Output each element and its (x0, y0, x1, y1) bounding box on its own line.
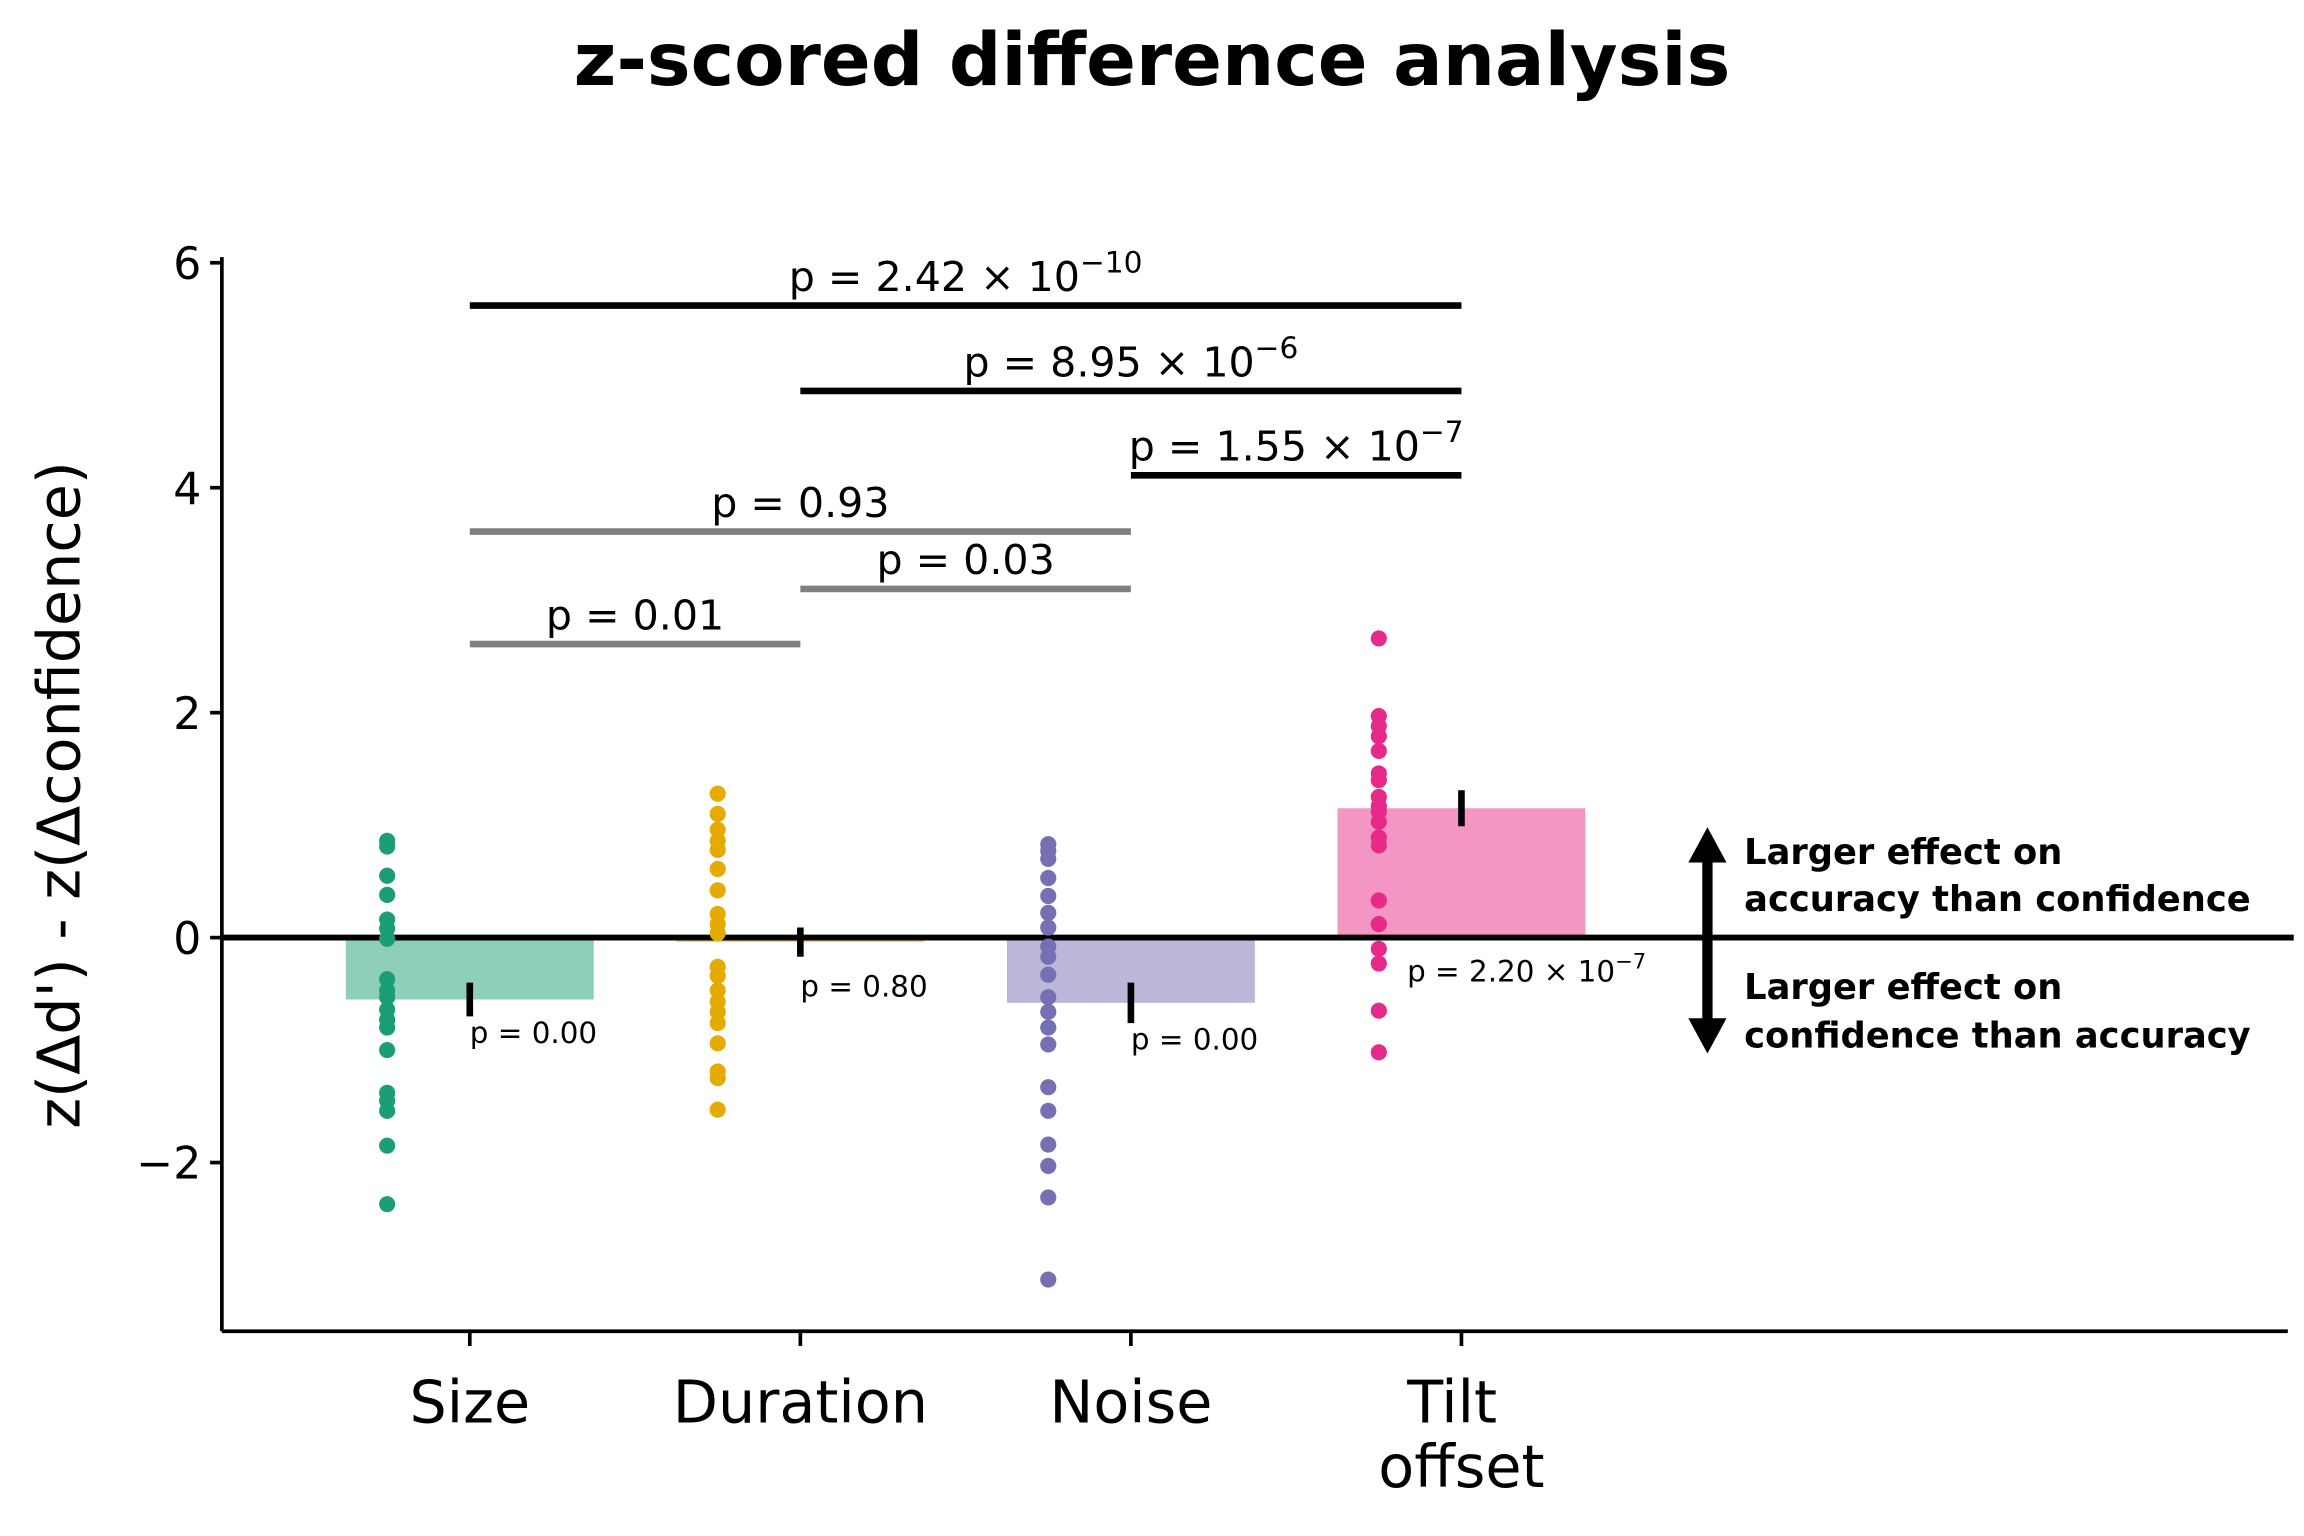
bar-p-label-text: p = 0.00 (470, 1016, 597, 1050)
bar-p-label-text: p = 0.80 (800, 969, 927, 1003)
data-point (1040, 850, 1057, 867)
data-point (1370, 630, 1387, 647)
comparison-label-text: p = 1.55 × 10 (1129, 423, 1420, 471)
data-point (379, 838, 396, 855)
comparison-label-text: p = 0.93 (711, 479, 889, 527)
bar-p-label-text: p = 2.20 × 10 (1407, 955, 1615, 989)
data-point (1040, 1189, 1057, 1206)
data-point (1370, 742, 1387, 759)
annotation-up: accuracy than confidence (1744, 879, 2250, 920)
data-point (379, 1042, 396, 1059)
comparison-label-exponent: −7 (1420, 415, 1464, 449)
data-point (379, 1137, 396, 1154)
data-point (1040, 948, 1057, 965)
data-point (1040, 1136, 1057, 1153)
data-point (709, 882, 726, 899)
annotation-down: confidence than accuracy (1744, 1016, 2250, 1057)
data-point (709, 841, 726, 858)
data-point (1370, 813, 1387, 830)
bar-p-label: p = 2.20 × 10−7 (1407, 948, 1646, 988)
bar-p-label: p = 0.00 (1131, 1023, 1258, 1057)
data-point (1040, 1102, 1057, 1119)
data-point (1040, 1003, 1057, 1020)
x-tick-label: Duration (673, 1367, 928, 1436)
data-point (1040, 904, 1057, 921)
data-point (709, 925, 726, 942)
data-point (1040, 887, 1057, 905)
chart-title: z-scored difference analysis (574, 18, 1731, 103)
data-point (1040, 989, 1057, 1006)
comparison-label-text: p = 2.42 × 10 (789, 253, 1080, 301)
data-point (379, 867, 396, 884)
data-point (1040, 1036, 1057, 1053)
comparison-label-text: p = 0.01 (546, 591, 724, 639)
data-point (379, 886, 396, 903)
data-point (1370, 728, 1387, 745)
data-point (709, 1015, 726, 1032)
data-point (709, 821, 726, 838)
data-point (379, 1196, 396, 1213)
comparison-label: p = 0.01 (546, 591, 724, 639)
data-point (709, 805, 726, 822)
data-point (1370, 1044, 1387, 1061)
comparison-label: p = 8.95 × 10−6 (963, 331, 1298, 387)
comparison-label: p = 0.93 (711, 479, 889, 527)
comparison-label: p = 1.55 × 10−7 (1129, 415, 1464, 471)
data-point (1370, 1002, 1387, 1019)
x-tick-label: Size (409, 1367, 530, 1436)
comparison-label-text: p = 0.03 (876, 536, 1054, 584)
data-point (1040, 919, 1057, 936)
data-point (709, 1003, 726, 1020)
comparison-label-exponent: −10 (1080, 245, 1143, 279)
bar-p-label-exponent: −7 (1615, 948, 1646, 973)
data-point (1040, 1019, 1057, 1036)
data-point (1370, 772, 1387, 789)
data-point (1370, 892, 1387, 909)
data-point (379, 1102, 396, 1119)
data-point (709, 1070, 726, 1087)
data-point (379, 989, 396, 1006)
bar-p-label: p = 0.00 (470, 1016, 597, 1050)
data-point (1040, 1271, 1057, 1288)
data-point (1040, 1079, 1057, 1096)
data-point (1040, 966, 1057, 983)
data-point (709, 967, 726, 984)
data-point (1040, 869, 1057, 887)
data-point (1370, 916, 1387, 933)
arrow-head-down (1688, 1018, 1727, 1054)
data-point (709, 982, 726, 999)
y-tick-label: 4 (173, 464, 201, 515)
data-point (709, 860, 726, 878)
y-tick-label: −2 (136, 1139, 201, 1190)
data-point (709, 1035, 726, 1052)
bar-p-label: p = 0.80 (800, 969, 927, 1003)
comparison-label: p = 0.03 (876, 536, 1054, 584)
data-point (379, 930, 396, 947)
y-tick-label: 2 (173, 689, 201, 740)
bar-p-label-text: p = 0.00 (1131, 1023, 1258, 1057)
data-point (709, 1101, 726, 1118)
data-point (709, 785, 726, 802)
comparison-label-text: p = 8.95 × 10 (963, 338, 1254, 386)
data-point (1370, 955, 1387, 972)
data-point (379, 1019, 396, 1036)
comparison-label-exponent: −6 (1255, 331, 1299, 365)
y-tick-label: 0 (173, 914, 201, 965)
y-tick-label: 6 (173, 239, 201, 290)
annotation-up: Larger effect on (1744, 832, 2062, 873)
data-point (1370, 837, 1387, 854)
x-tick-label: Tilt offset (1378, 1367, 1544, 1501)
comparison-label: p = 2.42 × 10−10 (789, 245, 1143, 301)
data-point (1040, 1157, 1057, 1175)
annotation-down: Larger effect on (1744, 967, 2062, 1008)
data-point (1370, 940, 1387, 957)
x-tick-label: Noise (1049, 1367, 1212, 1436)
arrow-head-up (1688, 827, 1727, 863)
y-axis-label: z(Δd') - z(Δconfidence) (24, 461, 93, 1129)
data-point (379, 971, 396, 988)
